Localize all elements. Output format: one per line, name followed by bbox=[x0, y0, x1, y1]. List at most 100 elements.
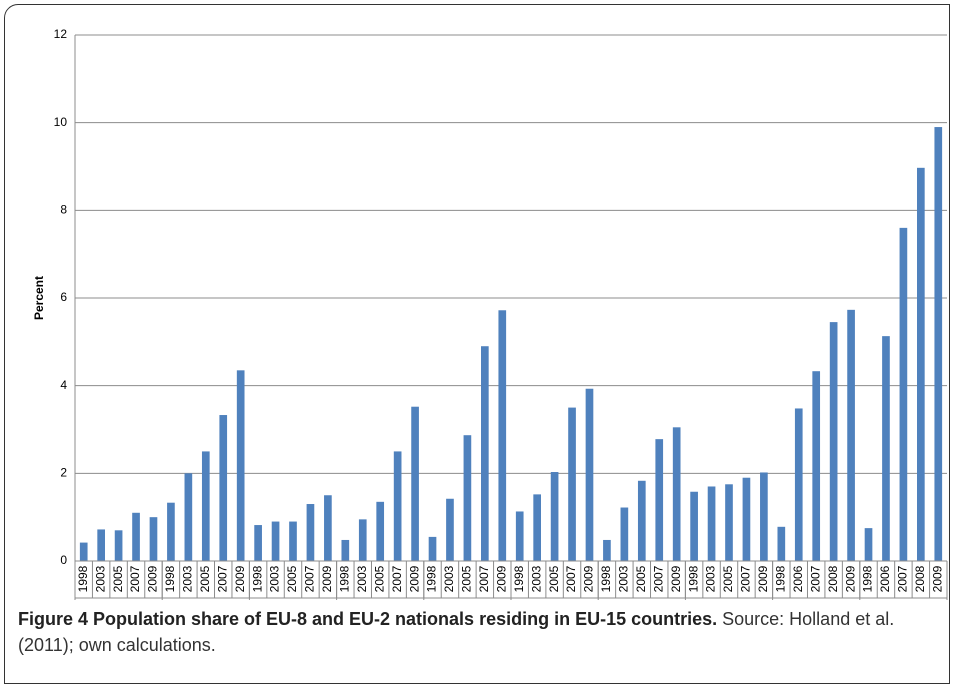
bar bbox=[707, 486, 716, 561]
bar bbox=[882, 336, 890, 561]
bar bbox=[672, 427, 681, 561]
x-tick-label: 2009 bbox=[494, 565, 508, 592]
bar bbox=[79, 542, 88, 561]
x-tick-label: 2005 bbox=[198, 565, 212, 592]
bar bbox=[812, 371, 821, 561]
x-tick-label: 2003 bbox=[181, 565, 195, 592]
bar bbox=[184, 473, 193, 561]
bar bbox=[498, 310, 507, 561]
bar bbox=[725, 484, 733, 561]
bar bbox=[655, 439, 664, 561]
bar bbox=[864, 528, 873, 561]
x-tick-label: 2003 bbox=[617, 565, 631, 592]
x-tick-label: 2007 bbox=[303, 565, 317, 592]
x-tick-label: 1998 bbox=[686, 565, 700, 592]
x-tick-label: 2005 bbox=[372, 565, 386, 592]
caption-text: Source: Holland et al. (2011); own calcu… bbox=[18, 609, 895, 655]
y-tick-label: 10 bbox=[54, 115, 68, 129]
x-tick-label: 2009 bbox=[146, 565, 160, 592]
x-tick-label: 2007 bbox=[564, 565, 578, 592]
x-tick-label: 2006 bbox=[791, 565, 805, 592]
bar bbox=[550, 472, 559, 561]
bar bbox=[254, 525, 262, 561]
bar bbox=[358, 519, 367, 561]
bar bbox=[760, 472, 768, 561]
bar bbox=[271, 521, 280, 561]
bar bbox=[341, 539, 350, 561]
x-tick-label: 2009 bbox=[669, 565, 683, 592]
bar bbox=[376, 501, 385, 561]
bar bbox=[899, 227, 908, 561]
bar bbox=[463, 435, 472, 561]
caption-label: Figure 4 Population share of EU-8 and EU… bbox=[18, 609, 718, 629]
x-tick-label: 2003 bbox=[442, 565, 456, 592]
bar bbox=[829, 322, 838, 561]
bar bbox=[306, 504, 315, 561]
bar bbox=[934, 127, 943, 562]
caption: Figure 4 Population share of EU-8 and EU… bbox=[18, 606, 918, 658]
x-tick-label: 2007 bbox=[477, 565, 491, 592]
y-axis-label: Percent bbox=[32, 276, 46, 320]
bar bbox=[97, 529, 105, 561]
bar bbox=[411, 406, 419, 561]
bar bbox=[742, 477, 751, 561]
x-tick-label: 2006 bbox=[878, 565, 892, 592]
x-tick-label: 2007 bbox=[651, 565, 665, 592]
bar bbox=[515, 511, 524, 561]
y-tick-label: 8 bbox=[60, 203, 67, 217]
y-tick-label: 6 bbox=[60, 290, 67, 304]
bar bbox=[568, 407, 576, 561]
bar bbox=[167, 502, 175, 561]
x-tick-label: 2009 bbox=[756, 565, 770, 592]
x-tick-label: 2003 bbox=[268, 565, 282, 592]
figure-frame bbox=[4, 4, 950, 684]
bar bbox=[917, 167, 925, 561]
x-tick-label: 2007 bbox=[128, 565, 142, 592]
x-tick-label: 2007 bbox=[896, 565, 910, 592]
bar bbox=[201, 451, 210, 561]
bar bbox=[219, 415, 228, 561]
x-tick-label: 2009 bbox=[843, 565, 857, 592]
x-tick-label: 1998 bbox=[250, 565, 264, 592]
x-tick-label: 2008 bbox=[913, 565, 927, 592]
bar bbox=[585, 388, 594, 561]
y-tick-label: 12 bbox=[54, 27, 68, 41]
x-tick-label: 2005 bbox=[460, 565, 474, 592]
x-tick-label: 2007 bbox=[739, 565, 753, 592]
x-tick-label: 1998 bbox=[599, 565, 613, 592]
x-tick-label: 2009 bbox=[582, 565, 596, 592]
x-tick-label: 2003 bbox=[704, 565, 718, 592]
bar bbox=[690, 491, 698, 561]
x-tick-label: 2007 bbox=[808, 565, 822, 592]
x-tick-label: 1998 bbox=[512, 565, 526, 592]
bar bbox=[481, 346, 489, 561]
y-tick-label: 0 bbox=[60, 553, 67, 567]
bar bbox=[289, 521, 297, 561]
bar bbox=[428, 536, 437, 561]
bar bbox=[603, 539, 611, 561]
bar bbox=[637, 480, 646, 561]
x-tick-label: 2005 bbox=[111, 565, 125, 592]
x-tick-label: 2003 bbox=[93, 565, 107, 592]
x-tick-label: 2009 bbox=[407, 565, 421, 592]
bar bbox=[324, 495, 332, 561]
x-tick-label: 2009 bbox=[233, 565, 247, 592]
x-tick-label: 1998 bbox=[76, 565, 90, 592]
x-tick-label: 2007 bbox=[215, 565, 229, 592]
x-tick-label: 1998 bbox=[773, 565, 787, 592]
x-tick-label: 2007 bbox=[390, 565, 404, 592]
x-tick-label: 2009 bbox=[320, 565, 334, 592]
bar bbox=[114, 530, 123, 561]
bar bbox=[446, 498, 454, 561]
x-tick-label: 2005 bbox=[634, 565, 648, 592]
x-tick-label: 2009 bbox=[930, 565, 944, 592]
y-tick-label: 4 bbox=[60, 378, 67, 392]
bar bbox=[794, 408, 803, 561]
bar bbox=[236, 370, 245, 561]
chart: 024681012Percent19982003200520072009Czec… bbox=[32, 27, 948, 600]
x-tick-label: 2005 bbox=[547, 565, 561, 592]
bar bbox=[393, 451, 402, 561]
bar bbox=[132, 512, 140, 561]
x-tick-label: 1998 bbox=[425, 565, 439, 592]
